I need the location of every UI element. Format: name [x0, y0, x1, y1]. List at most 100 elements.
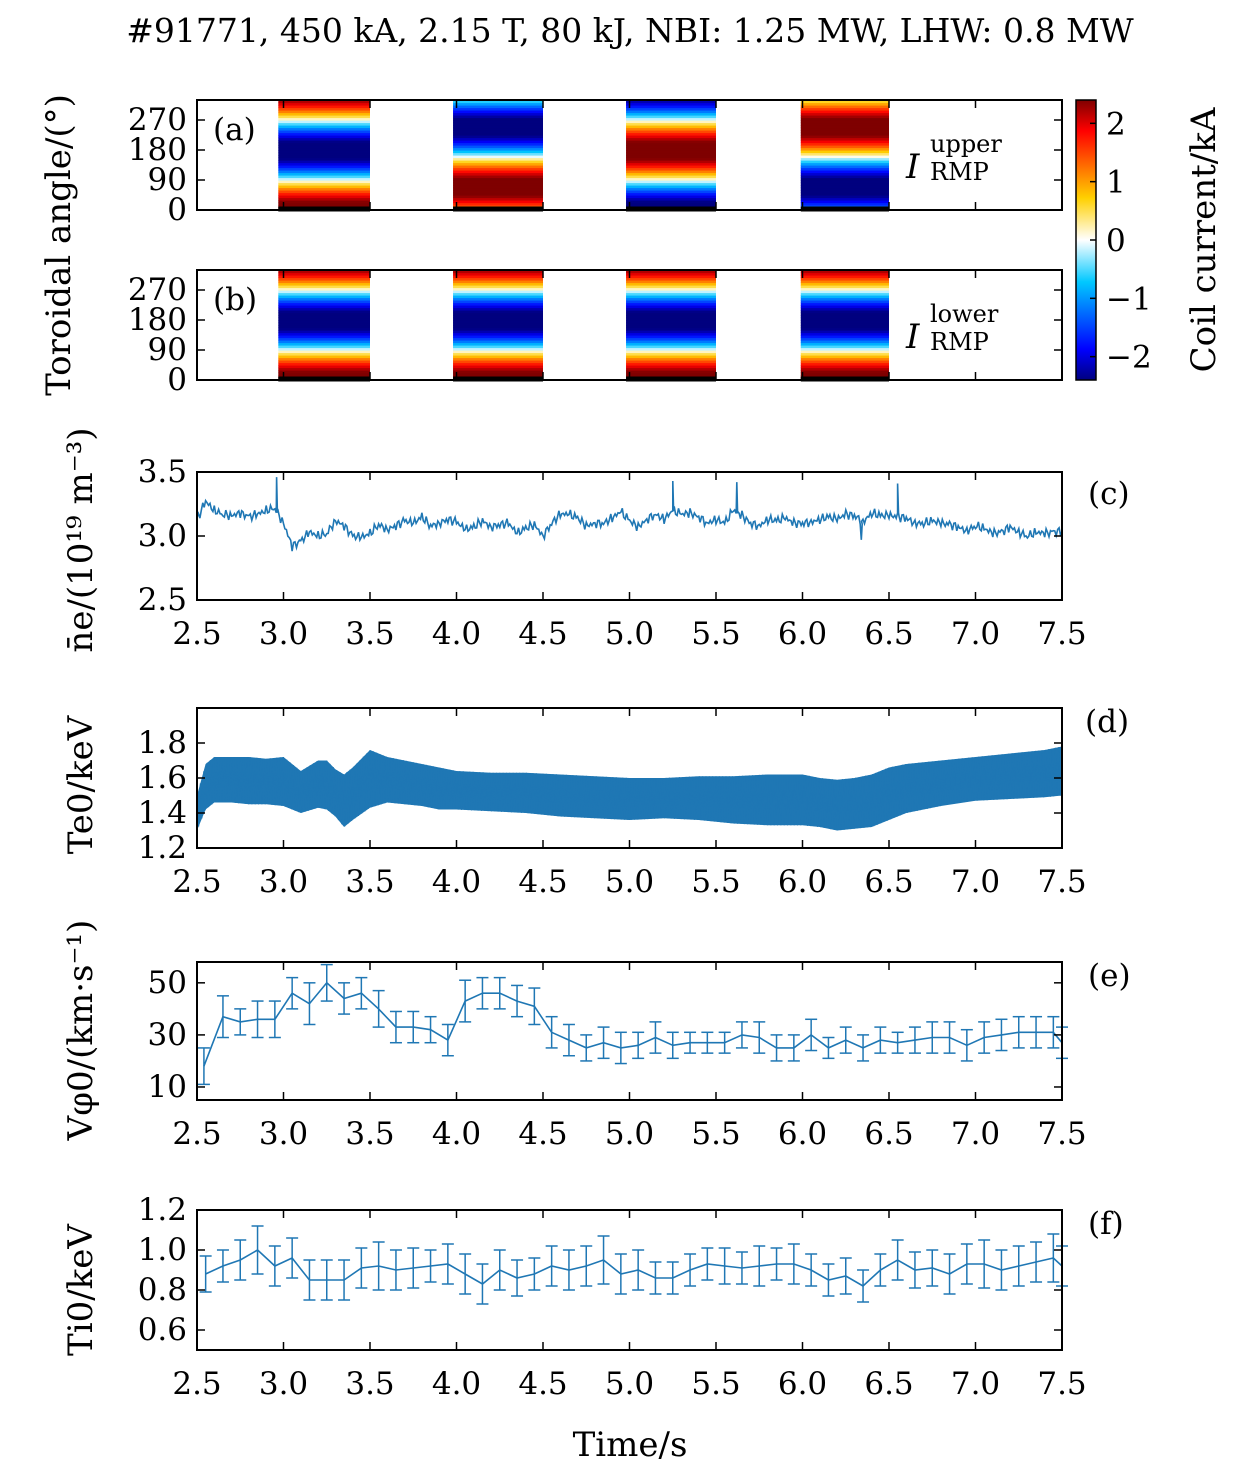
heatmap-cell: [800, 295, 889, 299]
heatmap-cell: [800, 340, 889, 344]
heatmap-block-b-2: [453, 270, 543, 381]
errorbar-ti: [389, 1249, 402, 1291]
heatmap-cell: [626, 167, 716, 171]
heatmap-cell: [278, 350, 370, 354]
panel-d-xtick-label: 5.0: [605, 864, 654, 900]
series-label-sup: upper: [930, 130, 1002, 158]
panel-b-ytick-label: 0: [167, 362, 187, 398]
panel-e-label: (e): [1088, 958, 1131, 994]
heatmap-cell: [453, 162, 543, 166]
ylabel-e-text: Vφ0/(km·s⁻¹): [61, 920, 101, 1142]
heatmap-cell: [453, 335, 543, 339]
heatmap-cell: [453, 130, 543, 134]
errorbar-vphi: [511, 984, 524, 1018]
errorbar-ti: [978, 1239, 991, 1289]
errorbar-ti: [372, 1241, 385, 1291]
heatmap-cell: [800, 275, 889, 279]
heatmap-cell: [800, 135, 889, 139]
shared-ylabel-ab: Toroidal angle/(°): [39, 94, 79, 396]
heatmap-cell: [800, 170, 889, 174]
heatmap-cell: [278, 125, 370, 129]
heatmap-cell: [800, 290, 889, 294]
heatmap-cell: [453, 110, 543, 114]
xlabel-time: Time/s: [573, 1425, 688, 1465]
heatmap-cell: [453, 365, 543, 369]
panel-c-xtick-label: 6.0: [778, 616, 827, 652]
errorbar-vphi: [701, 1031, 714, 1054]
heatmap-cell: [278, 180, 370, 184]
errorbar-vphi: [1047, 1015, 1060, 1049]
heatmap-cell: [453, 157, 543, 161]
heatmap-cell: [278, 332, 370, 336]
heatmap-cell: [626, 315, 716, 319]
heatmap-cell: [278, 367, 370, 371]
heatmap-cell: [800, 332, 889, 336]
panel-d-xtick-label: 7.0: [951, 864, 1000, 900]
heatmap-cell: [800, 172, 889, 176]
series-label-main: I: [905, 147, 920, 187]
panel-f-ytick-label: 1.2: [138, 1192, 187, 1228]
panel-e-xtick-label: 4.5: [518, 1116, 567, 1152]
series-line-ne: [196, 477, 1063, 552]
heatmap-cell: [800, 315, 889, 319]
heatmap-cell: [453, 337, 543, 341]
heatmap-cell: [800, 300, 889, 304]
heatmap-cell: [453, 152, 543, 156]
heatmap-cell: [800, 130, 889, 134]
heatmap-cell: [800, 100, 889, 104]
errorbar-ti: [286, 1237, 299, 1279]
heatmap-cell: [278, 107, 370, 111]
heatmap-cell: [800, 280, 889, 284]
errorbar-vphi: [580, 1034, 593, 1062]
heatmap-cell: [453, 177, 543, 181]
heatmap-cell: [800, 287, 889, 291]
heatmap-cell: [626, 292, 716, 296]
heatmap-cell: [453, 197, 543, 201]
heatmap-cell: [626, 335, 716, 339]
heatmap-cell: [278, 170, 370, 174]
heatmap-cell: [800, 140, 889, 144]
heatmap-block-a-2: [453, 100, 543, 211]
panel-d-xtick-label: 2.5: [172, 864, 221, 900]
errorbar-ti: [1047, 1233, 1060, 1283]
heatmap-cell: [626, 107, 716, 111]
errorbar-vphi: [303, 982, 316, 1026]
panel-e-xtick-label: 7.0: [951, 1116, 1000, 1152]
heatmap-cell: [278, 362, 370, 366]
heatmap-cell: [278, 117, 370, 121]
heatmap-cell: [800, 120, 889, 124]
heatmap-cell: [626, 297, 716, 301]
heatmap-cell: [278, 370, 370, 374]
errorbar-vphi: [338, 982, 351, 1015]
heatmap-cell: [626, 172, 716, 176]
panel-f: 1.2 1.0 0.8 0.6 2.5 3.0 3.5 4.0 4.5 5.0 5.5 6.0 6.5 7…: [138, 1192, 1124, 1402]
errorbar-ti: [511, 1259, 524, 1297]
heatmap-cell: [278, 100, 370, 104]
heatmap-cell: [278, 152, 370, 156]
heatmap-cell: [626, 162, 716, 166]
panel-f-xtick-label: 4.0: [432, 1366, 481, 1402]
heatmap-cell: [453, 310, 543, 314]
panel-f-xtick-label: 7.5: [1037, 1366, 1086, 1402]
panel-e-xtick-label: 5.0: [605, 1116, 654, 1152]
heatmap-cell: [278, 320, 370, 324]
heatmap-cell: [453, 360, 543, 364]
ylabel-d: Te0/keV: [61, 714, 101, 854]
heatmap-cell: [453, 100, 543, 104]
heatmap-cell: [626, 100, 716, 104]
heatmap-cell: [800, 322, 889, 326]
heatmap-cell: [800, 180, 889, 184]
heatmap-cell: [453, 277, 543, 281]
heatmap-block-a-1: [278, 100, 370, 211]
heatmap-cell: [800, 320, 889, 324]
errorbar-ti: [424, 1249, 437, 1283]
heatmap-cell: [453, 320, 543, 324]
heatmap-cell: [626, 370, 716, 374]
series-label-a: I: [905, 147, 920, 187]
heatmap-cell: [626, 327, 716, 331]
errorbar-vphi: [839, 1026, 852, 1054]
colorbar: 2 1 0 −1 −2: [1075, 99, 1152, 381]
heatmap-cell: [453, 137, 543, 141]
errorbar-ti: [960, 1243, 973, 1285]
